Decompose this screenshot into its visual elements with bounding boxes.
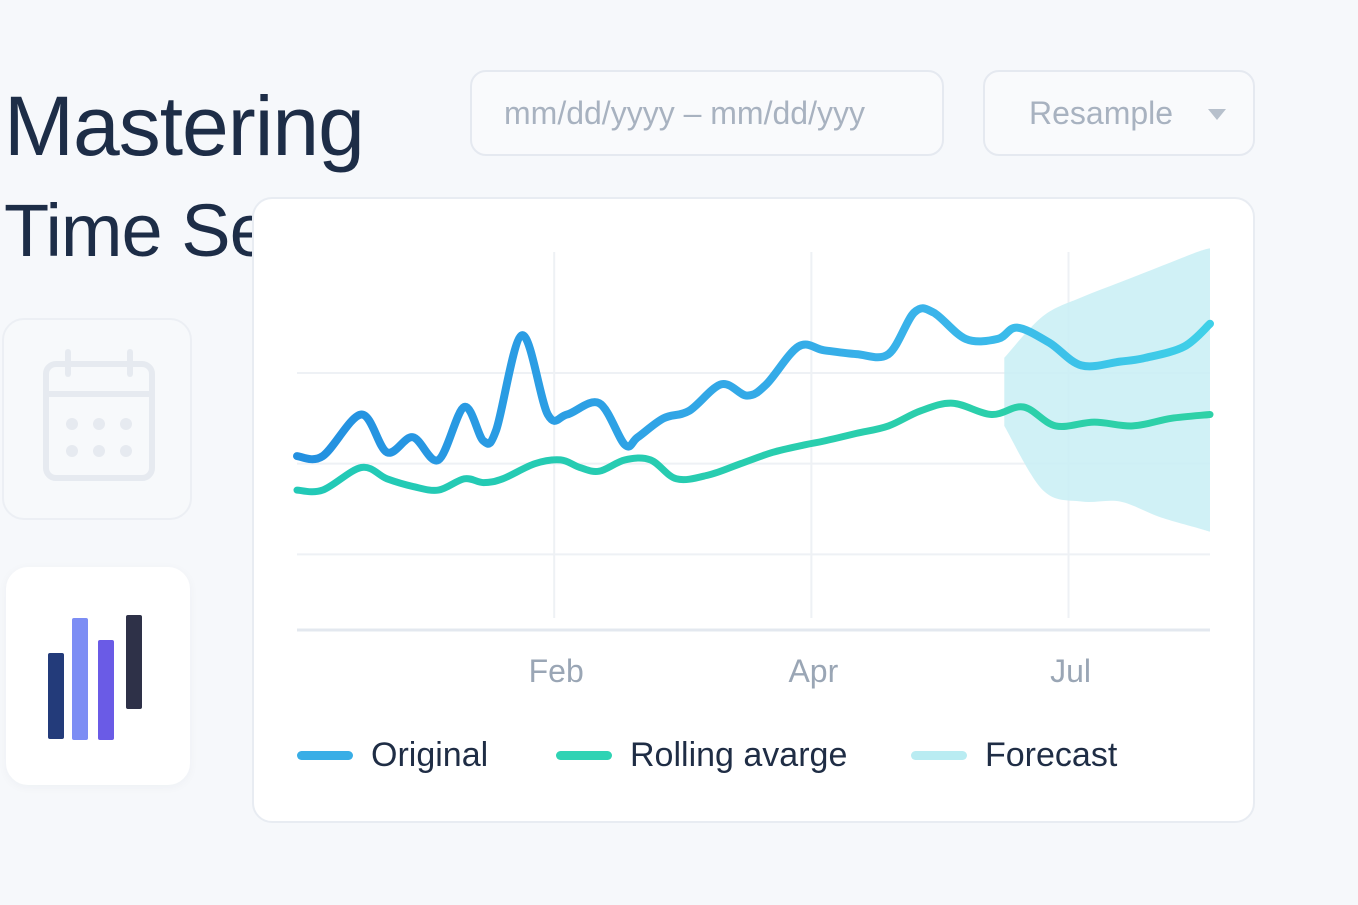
bar-icon-bar-1	[48, 653, 64, 739]
legend-original-swatch	[297, 751, 353, 760]
date-range-input[interactable]	[504, 94, 924, 132]
chevron-down-icon	[1208, 109, 1226, 120]
legend-forecast[interactable]: Forecast	[911, 736, 1117, 775]
legend-forecast-label: Forecast	[985, 736, 1118, 774]
series-lines	[293, 304, 1214, 496]
legend-forecast-swatch	[911, 751, 967, 760]
series-line-rolling	[293, 399, 1214, 496]
legend-original-label: Original	[371, 736, 489, 774]
legend-rolling[interactable]: Rolling avarge	[556, 736, 847, 775]
date-range-picker[interactable]	[470, 70, 944, 156]
calendar-button[interactable]	[2, 318, 192, 520]
legend-rolling-swatch	[556, 751, 612, 760]
legend-original[interactable]: Original	[297, 736, 488, 775]
legend-rolling-label: Rolling avarge	[630, 736, 848, 774]
bar-icon-bar-3	[98, 640, 114, 740]
x-tick-label: Apr	[788, 653, 838, 689]
bar-icon-bar-2	[72, 618, 88, 740]
forecast-band	[1004, 248, 1210, 532]
x-tick-label: Jul	[1050, 653, 1091, 689]
series-line-original	[293, 304, 1214, 465]
bar-icon-bar-4	[126, 615, 142, 709]
x-tick-label: Feb	[529, 653, 584, 689]
forecast-band-area	[1004, 248, 1210, 532]
resample-dropdown[interactable]: Resample	[983, 70, 1255, 156]
calendar-icon	[43, 349, 155, 481]
resample-label: Resample	[1029, 94, 1174, 131]
x-axis: Feb Apr Jul	[297, 628, 1210, 689]
bar-chart-icon	[48, 615, 142, 740]
page-title-line1: Mastering	[4, 79, 365, 173]
chart-type-button[interactable]	[6, 567, 190, 785]
